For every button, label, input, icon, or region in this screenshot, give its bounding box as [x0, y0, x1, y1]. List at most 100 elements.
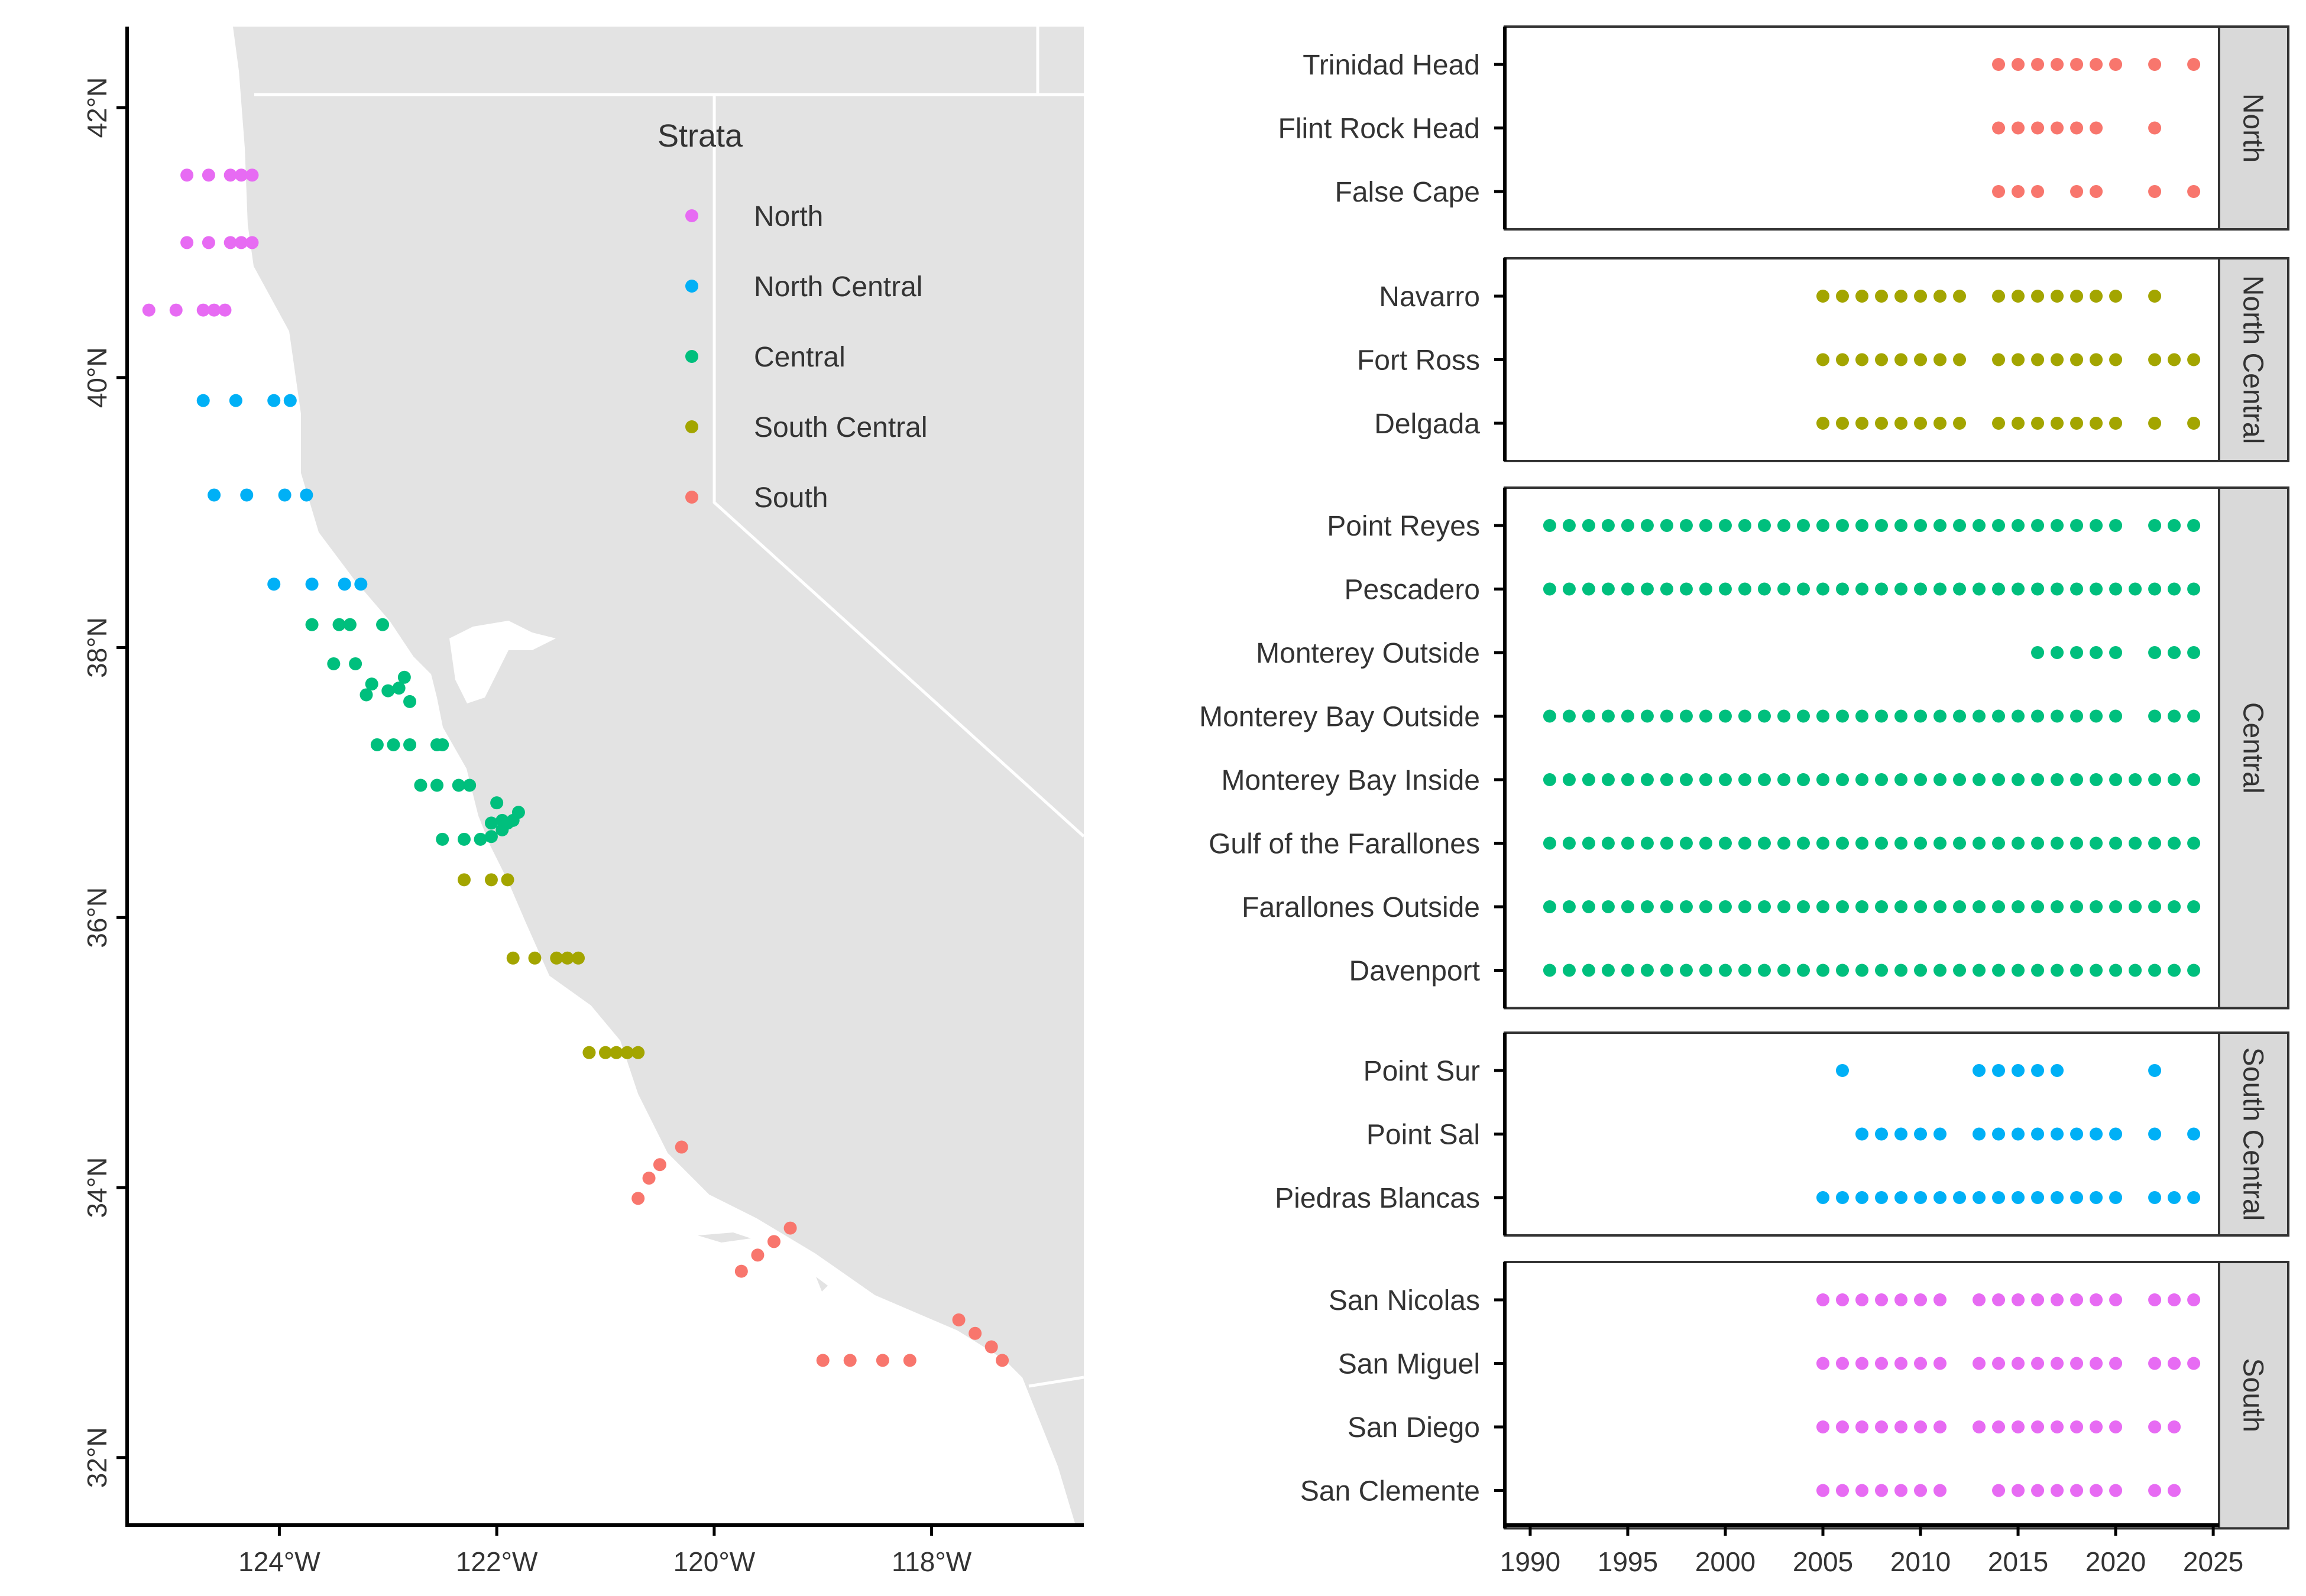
map-point-north: [208, 303, 221, 317]
survey-point-monterey-bay-outside: [1718, 709, 1732, 723]
survey-point-san-miguel: [2031, 1357, 2045, 1370]
survey-point-farallones-outside: [1601, 900, 1615, 913]
survey-point-flint-rock-head: [2070, 121, 2084, 135]
legend-key-north-central: [685, 280, 698, 293]
map-point-north-central: [283, 394, 297, 407]
map-point-north-central: [300, 488, 313, 502]
survey-point-farallones-outside: [1621, 900, 1634, 913]
map-point-north-central: [338, 578, 351, 591]
map-point-south: [675, 1140, 688, 1154]
survey-point-monterey-bay-inside: [1835, 773, 1849, 786]
survey-point-san-nicolas: [1855, 1293, 1868, 1306]
timeline-x-tick-label: 2015: [1988, 1546, 2048, 1577]
survey-point-point-sur: [1973, 1064, 1986, 1077]
survey-point-davenport: [1738, 964, 1751, 977]
survey-point-navarro: [1894, 290, 1908, 303]
timeline-x-tick-label: 2020: [2085, 1546, 2146, 1577]
survey-point-flint-rock-head: [2051, 121, 2064, 135]
survey-point-gulf-of-the-farallones: [1933, 836, 1947, 850]
survey-point-delgada: [1835, 417, 1849, 430]
survey-point-pescadero: [1914, 582, 1928, 596]
survey-point-san-diego: [1973, 1420, 1986, 1433]
survey-point-navarro: [2031, 290, 2045, 303]
survey-point-monterey-bay-inside: [1543, 773, 1556, 786]
map-legend: Strata North North Central Central South Ce…: [658, 118, 928, 514]
state-border: [254, 27, 1084, 1388]
survey-point-point-reyes: [2051, 519, 2064, 532]
survey-point-davenport: [2148, 964, 2162, 977]
map-point-south: [903, 1354, 916, 1367]
survey-point-san-miguel: [1914, 1357, 1928, 1370]
map-point-north: [235, 168, 248, 182]
survey-point-fort-ross: [1953, 353, 1967, 366]
survey-point-farallones-outside: [2148, 900, 2162, 913]
survey-point-san-miguel: [2148, 1357, 2162, 1370]
survey-point-fort-ross: [2090, 353, 2103, 366]
site-label-flint-rock-head: Flint Rock Head: [1278, 113, 1480, 145]
map-point-north-central: [240, 488, 254, 502]
site-label-davenport: Davenport: [1349, 956, 1480, 987]
map-point-south: [816, 1354, 830, 1367]
survey-point-davenport: [2051, 964, 2064, 977]
lakes-bay: [449, 621, 556, 703]
survey-point-pescadero: [1973, 582, 1986, 596]
survey-point-san-nicolas: [2031, 1293, 2045, 1306]
survey-point-monterey-bay-outside: [2090, 709, 2103, 723]
survey-point-san-nicolas: [1816, 1293, 1829, 1306]
map-point-south-central: [506, 951, 520, 965]
timeline-x-axis: 1990 1995 2000 2005 2010 2015 2020 2025: [1500, 1523, 2243, 1577]
survey-point-delgada: [2148, 417, 2162, 430]
survey-point-monterey-bay-outside: [1660, 709, 1673, 723]
survey-point-san-clemente: [2070, 1484, 2084, 1497]
facet-strip: [2218, 25, 2289, 231]
survey-point-farallones-outside: [1718, 900, 1732, 913]
map-point-central: [484, 816, 498, 830]
survey-point-false-cape: [2070, 185, 2084, 198]
survey-point-pescadero: [2031, 582, 2045, 596]
survey-point-point-reyes: [1757, 519, 1771, 532]
survey-point-gulf-of-the-farallones: [1738, 836, 1751, 850]
survey-point-farallones-outside: [1953, 900, 1967, 913]
survey-point-point-reyes: [1835, 519, 1849, 532]
survey-point-davenport: [1718, 964, 1732, 977]
survey-point-monterey-bay-outside: [1738, 709, 1751, 723]
survey-point-monterey-bay-inside: [1640, 773, 1654, 786]
survey-point-monterey-outside: [2070, 646, 2084, 659]
survey-point-gulf-of-the-farallones: [1992, 836, 2006, 850]
survey-point-delgada: [1875, 417, 1889, 430]
survey-point-point-reyes: [1660, 519, 1673, 532]
survey-point-trinidad-head: [2148, 58, 2162, 71]
survey-point-fort-ross: [1933, 353, 1947, 366]
survey-point-davenport: [1660, 964, 1673, 977]
survey-point-gulf-of-the-farallones: [1796, 836, 1810, 850]
survey-point-point-reyes: [1875, 519, 1889, 532]
survey-point-davenport: [1953, 964, 1967, 977]
survey-point-san-miguel: [1875, 1357, 1889, 1370]
survey-point-davenport: [1973, 964, 1986, 977]
survey-point-piedras-blancas: [1875, 1191, 1889, 1204]
survey-point-navarro: [2090, 290, 2103, 303]
map-point-central: [381, 684, 395, 698]
facet-panel-frame: [1504, 486, 2220, 1010]
survey-point-monterey-bay-outside: [1543, 709, 1556, 723]
survey-point-false-cape: [2090, 185, 2103, 198]
survey-point-san-diego: [1914, 1420, 1928, 1433]
survey-point-monterey-bay-outside: [1562, 709, 1576, 723]
survey-point-davenport: [2090, 964, 2103, 977]
survey-point-monterey-bay-outside: [1582, 709, 1595, 723]
survey-point-monterey-outside: [2109, 646, 2123, 659]
survey-point-davenport: [1894, 964, 1908, 977]
survey-point-fort-ross: [1835, 353, 1849, 366]
map-point-south-central: [610, 1046, 623, 1059]
survey-point-san-miguel: [1894, 1357, 1908, 1370]
survey-point-san-miguel: [1973, 1357, 1986, 1370]
survey-point-pescadero: [1816, 582, 1829, 596]
survey-point-pescadero: [1679, 582, 1693, 596]
legend-key-south: [685, 491, 698, 504]
survey-point-monterey-bay-inside: [1796, 773, 1810, 786]
map-x-tick-label: 124°W: [238, 1546, 320, 1577]
timeline-x-tick-label: 2010: [1890, 1546, 1951, 1577]
survey-point-delgada: [2109, 417, 2123, 430]
survey-point-farallones-outside: [1875, 900, 1889, 913]
legend-label-south: South: [754, 482, 828, 514]
